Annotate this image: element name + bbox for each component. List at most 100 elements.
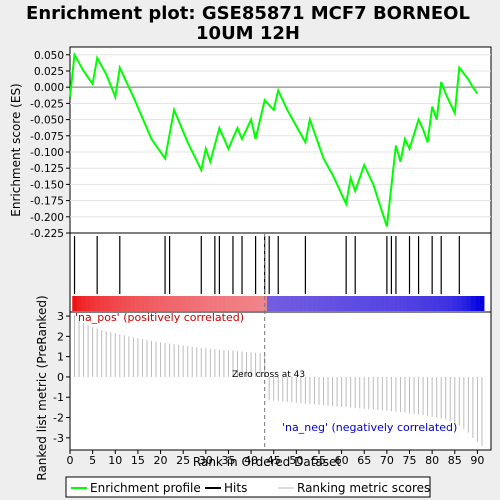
colorbar-cell — [198, 296, 204, 311]
colorbar-cell — [203, 296, 209, 311]
colorbar-cell — [361, 296, 367, 311]
colorbar-cell — [416, 296, 422, 311]
colorbar-cell — [135, 296, 141, 311]
metric-y-tick-label: 3 — [57, 310, 64, 323]
colorbar-cell — [140, 296, 145, 311]
colorbar-cell — [253, 296, 259, 311]
colorbar-cell — [112, 296, 118, 311]
x-tick-label: 80 — [425, 454, 439, 467]
colorbar-cell — [343, 296, 349, 311]
metric-plot-area — [69, 311, 492, 451]
chart-title-line1: Enrichment plot: GSE85871 MCF7 BORNEOL — [26, 3, 470, 24]
colorbar-cell — [420, 296, 426, 311]
colorbar-cell — [312, 296, 317, 311]
colorbar-cell — [208, 296, 213, 311]
es-y-tick-label: -0.200 — [30, 212, 64, 224]
colorbar-cell — [99, 296, 105, 311]
colorbar-cell — [294, 296, 299, 311]
colorbar-cell — [280, 296, 286, 311]
colorbar-cell — [230, 296, 236, 311]
colorbar-cell — [393, 296, 399, 311]
colorbar-cell — [443, 296, 449, 311]
colorbar-cell — [162, 296, 168, 311]
colorbar-cell — [149, 296, 154, 311]
colorbar-cell — [185, 296, 191, 311]
colorbar-cell — [316, 296, 322, 311]
es-y-tick-label: -0.025 — [30, 98, 64, 110]
colorbar-cell — [126, 296, 132, 311]
colorbar-cell — [348, 296, 354, 311]
metric-y-tick-label: 1 — [57, 351, 64, 364]
colorbar-cell — [167, 296, 173, 311]
es-y-tick-label: -0.175 — [30, 196, 64, 208]
colorbar-cell — [153, 296, 159, 311]
colorbar-cell — [189, 296, 195, 311]
colorbar-cell — [407, 296, 413, 311]
colorbar-cell — [266, 296, 272, 311]
colorbar-cell — [339, 296, 345, 311]
legend — [65, 476, 431, 498]
colorbar-cell — [366, 296, 372, 311]
colorbar-cell — [284, 296, 290, 311]
colorbar-cell — [289, 296, 295, 311]
colorbar-cell — [457, 296, 462, 311]
colorbar-cell — [90, 296, 96, 311]
x-tick-label: 20 — [154, 454, 168, 467]
metric-axis-label: Ranked list metric (PreRanked) — [35, 295, 49, 480]
x-tick-label: 65 — [357, 454, 371, 467]
es-y-tick-label: 0.050 — [34, 50, 64, 62]
x-tick-label: 25 — [176, 454, 190, 467]
colorbar-cell — [144, 296, 150, 311]
colorbar-cell — [176, 296, 182, 311]
metric-y-tick-label: -1 — [53, 391, 64, 404]
neg-correlated-label: 'na_neg' (negatively correlated) — [282, 421, 457, 434]
colorbar-cell — [235, 296, 240, 311]
x-tick-label: 90 — [470, 454, 484, 467]
x-tick-label: 70 — [380, 454, 394, 467]
x-tick-label: 45 — [267, 454, 281, 467]
colorbar-cell — [479, 296, 485, 311]
colorbar-cell — [117, 296, 123, 311]
colorbar-cell — [384, 296, 390, 311]
colorbar-cell — [298, 296, 304, 311]
colorbar-cell — [72, 296, 78, 311]
colorbar-cell — [85, 296, 91, 311]
colorbar-cell — [438, 296, 444, 311]
colorbar-cell — [461, 296, 467, 311]
x-tick-label: 40 — [244, 454, 258, 467]
colorbar-cell — [357, 296, 363, 311]
colorbar-cell — [411, 296, 417, 311]
colorbar-cell — [402, 296, 408, 311]
colorbar-cell — [307, 296, 313, 311]
colorbar-cell — [425, 296, 431, 311]
x-tick-label: 55 — [312, 454, 326, 467]
colorbar-cell — [131, 296, 136, 311]
x-tick-label: 85 — [448, 454, 462, 467]
legend-label-enrichment-profile: Enrichment profile — [90, 481, 201, 495]
colorbar-cell — [81, 296, 87, 311]
es-axis-label: Enrichment score (ES) — [9, 83, 23, 216]
colorbar-cell — [171, 296, 177, 311]
x-axis-label: Rank in Ordered Dataset — [193, 455, 341, 469]
colorbar-cell — [221, 296, 227, 311]
colorbar-cell — [321, 296, 327, 311]
x-tick-label: 75 — [403, 454, 417, 467]
colorbar-cell — [248, 296, 254, 311]
colorbar-cell — [122, 296, 127, 311]
pos-correlated-label: 'na_pos' (positively correlated) — [75, 311, 244, 324]
x-tick-label: 15 — [131, 454, 145, 467]
colorbar-cell — [257, 296, 263, 311]
x-tick-label: 50 — [289, 454, 303, 467]
es-y-tick-label: -0.125 — [30, 163, 64, 175]
colorbar-cell — [108, 296, 114, 311]
colorbar-cell — [158, 296, 164, 311]
colorbar-cell — [334, 296, 340, 311]
metric-y-tick-label: -3 — [53, 432, 64, 445]
x-tick-label: 60 — [335, 454, 349, 467]
colorbar-cell — [325, 296, 331, 311]
metric-y-tick-label: 2 — [57, 330, 64, 343]
legend-label-ranking-metric: Ranking metric scores — [297, 481, 430, 495]
colorbar-cell — [217, 296, 222, 311]
colorbar-cell — [352, 296, 358, 311]
